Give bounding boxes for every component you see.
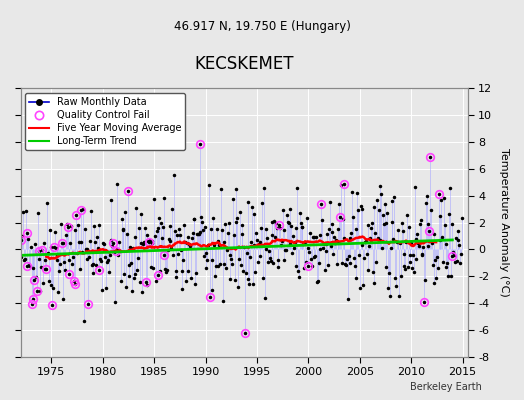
Text: Berkeley Earth: Berkeley Earth <box>410 382 482 392</box>
Title: KECSKEMET: KECSKEMET <box>194 55 294 73</box>
Text: 46.917 N, 19.750 E (Hungary): 46.917 N, 19.750 E (Hungary) <box>173 20 351 33</box>
Legend: Raw Monthly Data, Quality Control Fail, Five Year Moving Average, Long-Term Tren: Raw Monthly Data, Quality Control Fail, … <box>26 93 185 150</box>
Y-axis label: Temperature Anomaly (°C): Temperature Anomaly (°C) <box>499 148 509 297</box>
